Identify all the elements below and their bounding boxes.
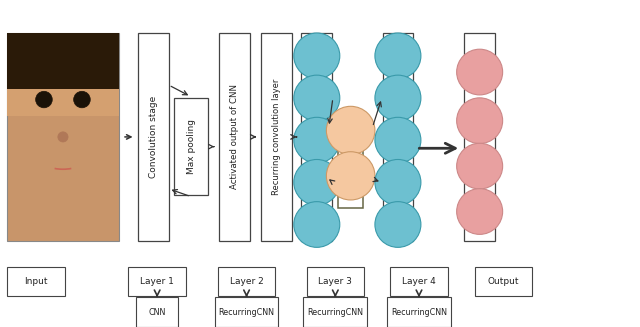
Text: CNN: CNN (148, 308, 166, 317)
Ellipse shape (457, 189, 502, 234)
Text: Input: Input (24, 277, 47, 286)
FancyBboxPatch shape (261, 33, 292, 241)
FancyBboxPatch shape (138, 33, 169, 241)
Text: Layer 1: Layer 1 (140, 277, 174, 286)
Ellipse shape (36, 91, 52, 108)
Ellipse shape (326, 152, 375, 200)
FancyBboxPatch shape (390, 267, 448, 296)
FancyBboxPatch shape (7, 33, 119, 91)
Ellipse shape (294, 75, 340, 121)
Text: RecurringCNN: RecurringCNN (391, 308, 447, 317)
FancyBboxPatch shape (174, 98, 207, 195)
FancyBboxPatch shape (383, 33, 413, 241)
Ellipse shape (375, 202, 421, 247)
Ellipse shape (457, 49, 502, 95)
Text: Recurring convolution layer: Recurring convolution layer (272, 79, 281, 195)
Ellipse shape (294, 117, 340, 163)
FancyBboxPatch shape (465, 33, 495, 241)
Ellipse shape (74, 91, 90, 108)
FancyBboxPatch shape (303, 298, 367, 327)
Text: Convolution stage: Convolution stage (149, 96, 158, 178)
FancyBboxPatch shape (7, 89, 119, 116)
Text: Layer 2: Layer 2 (230, 277, 264, 286)
FancyBboxPatch shape (387, 298, 451, 327)
Ellipse shape (457, 143, 502, 189)
Ellipse shape (294, 202, 340, 247)
FancyBboxPatch shape (301, 33, 332, 241)
Ellipse shape (294, 33, 340, 79)
Ellipse shape (375, 117, 421, 163)
FancyBboxPatch shape (307, 267, 364, 296)
FancyBboxPatch shape (129, 267, 186, 296)
FancyBboxPatch shape (7, 267, 65, 296)
Ellipse shape (326, 106, 375, 155)
Ellipse shape (294, 160, 340, 205)
Text: Layer 4: Layer 4 (402, 277, 436, 286)
FancyBboxPatch shape (218, 267, 275, 296)
Text: Layer 3: Layer 3 (318, 277, 352, 286)
Text: Activated output of CNN: Activated output of CNN (230, 84, 239, 189)
Text: Output: Output (488, 277, 519, 286)
Ellipse shape (58, 132, 68, 142)
Text: RecurringCNN: RecurringCNN (307, 308, 364, 317)
Ellipse shape (457, 98, 502, 144)
FancyBboxPatch shape (214, 298, 278, 327)
FancyBboxPatch shape (474, 267, 532, 296)
Ellipse shape (375, 75, 421, 121)
Text: Max pooling: Max pooling (186, 119, 195, 174)
FancyBboxPatch shape (7, 33, 119, 241)
Ellipse shape (375, 160, 421, 205)
FancyBboxPatch shape (136, 298, 178, 327)
FancyBboxPatch shape (219, 33, 250, 241)
Ellipse shape (375, 33, 421, 79)
Text: RecurringCNN: RecurringCNN (218, 308, 275, 317)
